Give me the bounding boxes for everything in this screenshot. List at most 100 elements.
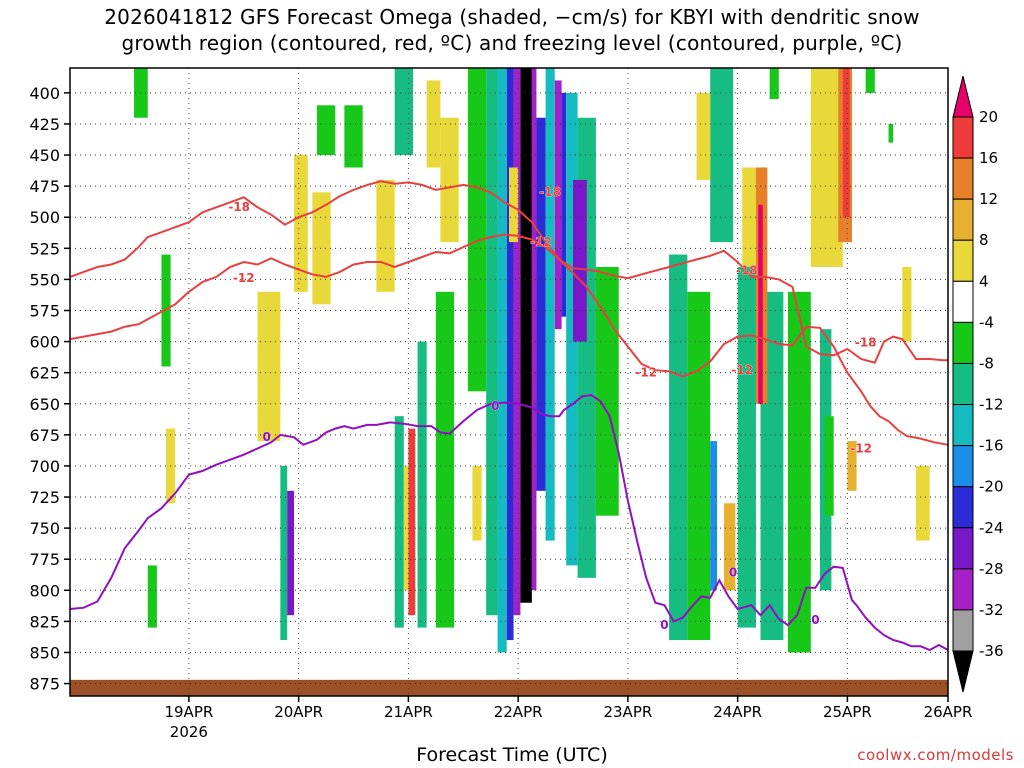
omega-cell-6 <box>561 92 567 317</box>
contour-label-9: 0 <box>262 430 270 444</box>
omega-cell-0 <box>520 68 532 603</box>
y-tick-label-675: 675 <box>29 426 60 445</box>
y-tick-label-600: 600 <box>29 333 60 352</box>
y-tick-label-625: 625 <box>29 364 60 383</box>
omega-cell-40 <box>376 179 395 292</box>
colorbar-label-4: 4 <box>979 272 989 290</box>
x-tick-label-20APR: 20APR <box>274 703 323 721</box>
contour-label-1: -12 <box>233 271 255 285</box>
contour-label-2: -18 <box>539 185 561 199</box>
omega-cell-48 <box>758 204 763 404</box>
omega-cell-21 <box>710 441 718 591</box>
contour-label-3: -12 <box>530 235 552 249</box>
omega-cell-49 <box>696 92 711 180</box>
colorbar-label-0: 20 <box>979 108 998 126</box>
contour-label-5: -18 <box>736 263 758 277</box>
omega-cell-20 <box>787 291 811 653</box>
omega-cell-58 <box>472 465 482 541</box>
omega-cell-37 <box>824 416 834 516</box>
colorbar-box-10 <box>952 527 974 570</box>
colorbar-label-3: 8 <box>979 231 989 249</box>
colorbar-label-11: -28 <box>979 560 1004 578</box>
omega-cell-34 <box>865 68 875 93</box>
contour-label-7: -18 <box>855 336 877 350</box>
colorbar-box-5 <box>952 321 974 364</box>
y-tick-label-825: 825 <box>29 612 60 631</box>
plot-frame <box>69 67 949 697</box>
y-tick-label-775: 775 <box>29 550 60 569</box>
omega-cell-28 <box>161 254 171 367</box>
omega-cell-23 <box>417 341 427 628</box>
omega-cell-39 <box>294 155 308 292</box>
omega-cell-53 <box>257 291 281 442</box>
contour-labels: -18 -12 -18 -12 -12 -18 -12 -18 -12 0 0 0 0 0 <box>228 185 877 632</box>
omega-cell-45 <box>842 68 850 218</box>
omega-cell-59 <box>509 167 519 243</box>
x-tick-label-21APR: 21APR <box>384 703 433 721</box>
omega-cell-51 <box>403 465 409 591</box>
omega-cell-25 <box>394 416 404 628</box>
omega-cell-12 <box>595 266 619 516</box>
y-tick-label-475: 475 <box>29 177 60 196</box>
colorbar-label-8: -16 <box>979 437 1004 455</box>
colorbar-box-8 <box>952 445 974 488</box>
colorbar-box-7 <box>952 404 974 447</box>
omega-cell-15 <box>710 68 734 243</box>
contour-minus18 <box>69 180 948 364</box>
omega-cell-3 <box>506 68 514 641</box>
omega-cell-24 <box>435 291 455 628</box>
contour-label-0: -18 <box>228 200 250 214</box>
contour-lines <box>69 180 949 652</box>
contour-label-10: 0 <box>491 399 499 413</box>
y-tick-label-850: 850 <box>29 643 60 662</box>
chart-title-line-2: growth region (contoured, red, ºC) and f… <box>121 31 903 55</box>
colorbar-top-triangle <box>952 75 974 118</box>
chart-title-line-1: 2026041812 GFS Forecast Omega (shaded, −… <box>104 5 920 29</box>
omega-cell-18 <box>737 266 756 628</box>
omega-cell-57 <box>915 465 930 541</box>
x-tick-label-25APR: 25APR <box>823 703 872 721</box>
contour-label-8: -12 <box>850 441 872 455</box>
y-axis: 400 425 450 475 500 525 550 575 600 625 650 675 700 7… <box>29 84 70 694</box>
y-tick-label-725: 725 <box>29 488 60 507</box>
colorbar-box-12 <box>952 609 974 652</box>
omega-cell-14 <box>573 179 587 342</box>
colorbar-label-2: 12 <box>979 190 998 208</box>
colorbar: 20 16 12 8 4 -4 -8 -12 -16 -20 -24 -28 -32 -36 <box>952 75 1004 693</box>
y-tick-label-800: 800 <box>29 581 60 600</box>
colorbar-label-7: -12 <box>979 396 1004 414</box>
terrain-band <box>70 679 948 696</box>
omega-cell-35 <box>888 123 894 143</box>
colorbar-label-13: -36 <box>979 642 1004 660</box>
omega-cell-13 <box>467 68 487 392</box>
x-axis-title: Forecast Time (UTC) <box>416 744 608 766</box>
omega-cell-29 <box>147 565 157 628</box>
chart-title: 2026041812 GFS Forecast Omega (shaded, −… <box>0 4 1024 56</box>
x-tick-label-19APR: 19APR <box>164 703 213 721</box>
omega-cell-26 <box>280 465 288 641</box>
contour-freezing_level <box>69 394 949 652</box>
omega-cell-46 <box>742 167 756 267</box>
colorbar-box-3 <box>952 239 974 282</box>
y-tick-label-425: 425 <box>29 115 60 134</box>
x-tick-label-23APR: 23APR <box>603 703 652 721</box>
y-tick-label-400: 400 <box>29 84 60 103</box>
y-tick-label-525: 525 <box>29 239 60 258</box>
y-tick-label-575: 575 <box>29 301 60 320</box>
omega-cell-33 <box>316 105 336 156</box>
colorbar-box-4 <box>952 280 974 323</box>
omega-cell-50 <box>408 428 416 616</box>
y-tick-label-650: 650 <box>29 395 60 414</box>
omega-cell-16 <box>669 254 688 641</box>
x-tick-label-24APR: 24APR <box>713 703 762 721</box>
contour-minus12 <box>69 233 949 446</box>
omega-cell-36 <box>769 68 779 100</box>
omega-cell-31 <box>394 68 413 156</box>
source-credit: coolwx.com/models <box>857 746 1014 764</box>
omega-cell-5 <box>554 80 562 330</box>
contour-label-13: 0 <box>811 613 819 627</box>
omega-cell-8 <box>545 68 555 541</box>
x-tick-label-26APR: 26APR <box>924 703 973 721</box>
colorbar-box-1 <box>952 157 974 200</box>
omega-cell-32 <box>344 105 363 168</box>
